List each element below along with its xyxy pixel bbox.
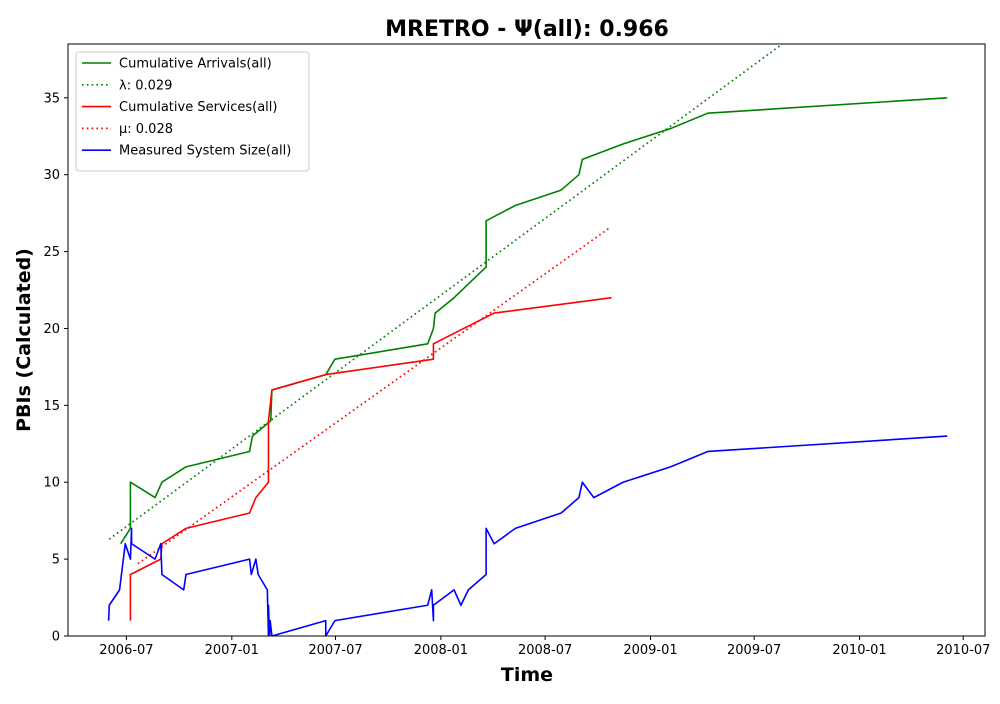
legend-label: Measured System Size(all)	[119, 144, 291, 159]
y-tick-label: 0	[52, 630, 60, 645]
x-tick-label: 2007-01	[205, 643, 259, 658]
y-tick-label: 30	[43, 168, 60, 183]
y-tick-label: 25	[43, 245, 60, 260]
x-tick-label: 2008-07	[518, 643, 572, 658]
x-axis-ticks: 2006-07 2007-01 2007-07 2008-01 2008-07 2009-…	[99, 636, 990, 658]
plot-area	[107, 44, 948, 636]
series-line-measured-system-size-all	[107, 435, 948, 636]
x-tick-label: 2010-07	[936, 643, 990, 658]
y-tick-label: 10	[43, 476, 60, 491]
x-tick-label: 2010-01	[832, 643, 886, 658]
plot-frame	[67, 43, 986, 637]
y-tick-label: 5	[52, 553, 60, 568]
x-axis-label: Time	[501, 664, 553, 686]
legend-label: Cumulative Services(all)	[119, 100, 277, 115]
series-line-cumulative-services-all	[129, 296, 612, 621]
x-tick-label: 2006-07	[99, 643, 153, 658]
series-line-0-028	[137, 227, 610, 565]
chart-title: MRETRO - Ψ(all): 0.966	[385, 17, 669, 42]
legend: Cumulative Arrivals(all) λ: 0.029 Cumulati…	[75, 51, 310, 172]
series-line-0-029	[108, 44, 783, 540]
y-axis-label: PBIs (Calculated)	[13, 248, 35, 432]
x-tick-label: 2007-07	[308, 643, 362, 658]
legend-label: Cumulative Arrivals(all)	[119, 57, 272, 72]
y-tick-label: 35	[43, 91, 60, 106]
y-axis-ticks: 0 5 10 15 20 25 30 35	[43, 91, 68, 645]
y-tick-label: 20	[43, 322, 60, 337]
x-tick-label: 2009-07	[727, 643, 781, 658]
legend-box	[75, 51, 310, 172]
x-tick-label: 2008-01	[414, 643, 468, 658]
x-tick-label: 2009-01	[623, 643, 677, 658]
y-tick-label: 15	[43, 399, 60, 414]
legend-label: μ: 0.028	[119, 122, 173, 137]
series-line-cumulative-arrivals-all	[120, 97, 948, 545]
legend-label: λ: 0.029	[119, 78, 172, 93]
